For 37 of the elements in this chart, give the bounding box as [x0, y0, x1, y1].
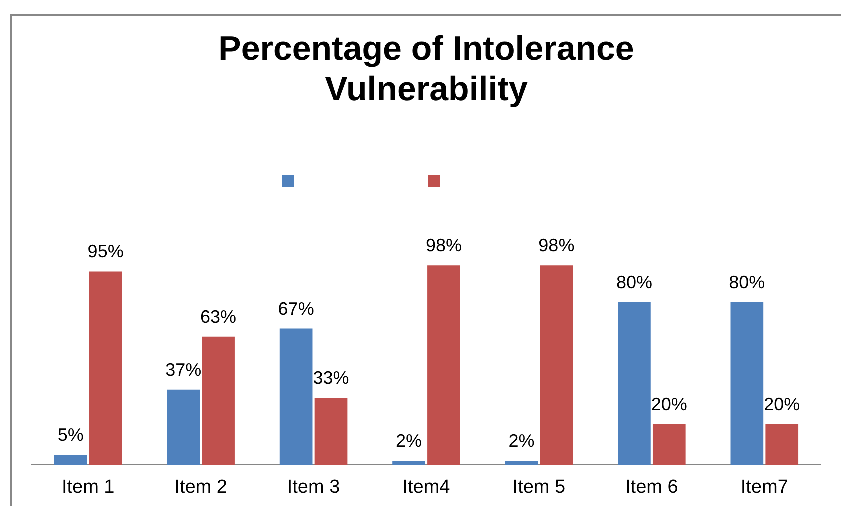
bar [54, 455, 88, 466]
bar [505, 461, 538, 466]
data-label: 20% [651, 394, 688, 414]
data-label: 5% [58, 424, 84, 445]
data-label: 98% [538, 236, 575, 256]
bar [428, 266, 460, 466]
data-label: 80% [729, 272, 766, 292]
data-label: 37% [166, 360, 202, 380]
x-tick-label: Item 5 [512, 476, 566, 498]
bar [280, 328, 313, 466]
bar [618, 302, 651, 466]
bar [652, 424, 686, 466]
text: Percentage of Intolerance [218, 30, 634, 68]
bar [202, 336, 235, 466]
bar [392, 461, 426, 466]
x-tick-label: Item 3 [287, 476, 340, 498]
data-label: 63% [200, 306, 237, 327]
data-label: 33% [313, 368, 350, 388]
bar [540, 266, 574, 466]
x-tick-label: Item 2 [174, 476, 228, 498]
data-label: 98% [426, 236, 462, 256]
bar [766, 424, 799, 466]
bar [89, 272, 122, 466]
bar [314, 398, 348, 466]
data-label: 80% [616, 272, 652, 292]
data-label: 67% [278, 298, 314, 319]
data-label: 2% [508, 431, 535, 452]
x-tick-label: Item 6 [626, 476, 678, 498]
x-tick-label: Item 1 [62, 476, 115, 498]
data-label: 2% [396, 431, 422, 452]
text: Vulnerability [325, 70, 528, 109]
bar [167, 390, 200, 466]
x-tick-label: Item7 [740, 476, 788, 498]
x-tick-label: Item4 [402, 476, 451, 498]
bar [730, 302, 764, 466]
data-label: 20% [764, 394, 800, 414]
data-label: 95% [88, 242, 124, 262]
